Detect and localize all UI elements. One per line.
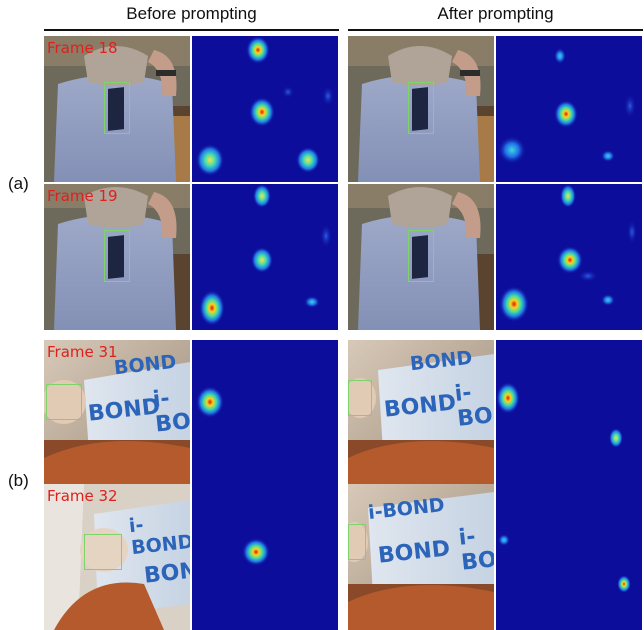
bounding-box — [104, 82, 130, 134]
heatmap-after-frame-18 — [496, 36, 642, 182]
frame-label: Frame 31 — [47, 343, 118, 361]
heatmap-before-frame-32 — [192, 484, 338, 630]
bounding-box — [408, 230, 434, 282]
photo-after-frame-32: i-BOND BOND i-BO — [348, 484, 494, 630]
heatmap-before-frame-19 — [192, 184, 338, 330]
heatmap-after-frame-32 — [496, 484, 642, 630]
scene-text-ibo: i-BO — [453, 380, 494, 432]
bounding-box — [46, 384, 82, 420]
heatmap-before-frame-31 — [192, 340, 338, 486]
bounding-box — [84, 534, 122, 570]
photo-before-frame-18: Frame 18 — [44, 36, 190, 182]
book-object — [108, 87, 124, 131]
photo-before-frame-31: BOND BOND i-BOND Frame 31 — [44, 340, 190, 486]
bounding-box — [104, 230, 130, 282]
scene-text-ibond: i-BOND — [151, 386, 190, 438]
row-label-b: (b) — [8, 471, 29, 490]
column-rule-after — [348, 29, 643, 31]
scene-text-ibond: i-BOND — [127, 513, 190, 560]
scene-text-ibo: i-BO — [457, 524, 494, 576]
column-title-after: After prompting — [437, 4, 554, 23]
column-rule-before — [44, 29, 339, 31]
photo-before-frame-19: Frame 19 — [44, 184, 190, 330]
heatmap-after-frame-31 — [496, 340, 642, 486]
book-object — [412, 87, 428, 131]
book-object — [108, 235, 124, 279]
book-object — [412, 235, 428, 279]
row-label-a: (a) — [8, 174, 29, 193]
heatmap-before-frame-18 — [192, 36, 338, 182]
photo-after-frame-18 — [348, 36, 494, 182]
frame-label: Frame 32 — [47, 487, 118, 505]
column-title-before: Before prompting — [126, 4, 257, 23]
heatmap-after-frame-19 — [496, 184, 642, 330]
photo-before-frame-32: i-BOND BOND Frame 32 — [44, 484, 190, 630]
frame-label: Frame 19 — [47, 187, 118, 205]
bounding-box — [348, 380, 372, 416]
photo-after-frame-19 — [348, 184, 494, 330]
frame-label: Frame 18 — [47, 39, 118, 57]
photo-after-frame-31: BOND BOND i-BO — [348, 340, 494, 486]
bounding-box — [408, 82, 434, 134]
bounding-box — [348, 524, 366, 560]
